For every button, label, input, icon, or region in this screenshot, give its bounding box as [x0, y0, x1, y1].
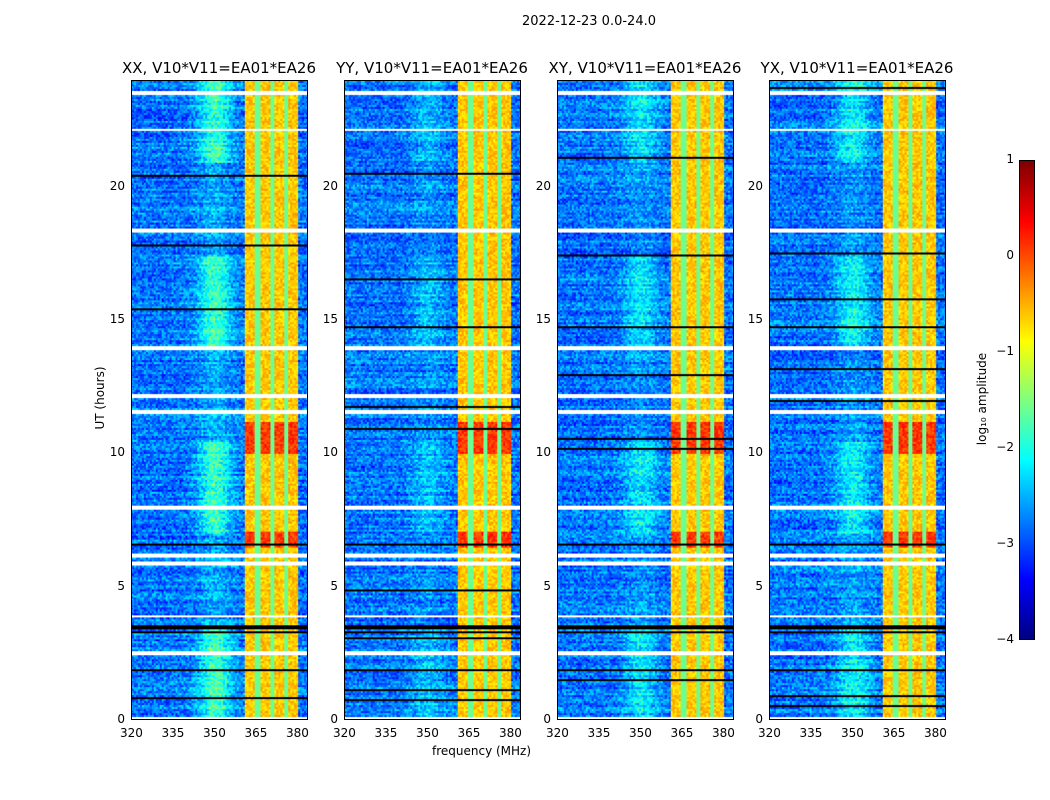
figure-title: 2022-12-23 0.0-24.0: [522, 14, 656, 29]
y-tick-label: 10: [535, 445, 551, 460]
colorbar-tick-label: −3: [996, 536, 1014, 550]
x-tick-label: 365: [244, 726, 268, 740]
y-tick-label: 5: [755, 578, 763, 593]
panel-title: YY, V10*V11=EA01*EA26: [336, 59, 528, 77]
x-tick-label: 365: [457, 726, 481, 740]
x-tick-label: 380: [498, 726, 522, 740]
x-tick-label: 380: [285, 726, 309, 740]
y-tick-label: 15: [747, 312, 763, 326]
colorbar-tick-label: 0: [1006, 248, 1014, 262]
heatmap-cells: [132, 81, 307, 719]
panel-title: XX, V10*V11=EA01*EA26: [121, 59, 316, 77]
x-tick-label: 320: [546, 726, 569, 740]
x-tick-label: 335: [799, 726, 823, 740]
x-tick-label: 380: [923, 726, 947, 740]
heatmap-panel-3: [769, 80, 946, 720]
y-tick-label: 15: [535, 312, 551, 326]
x-tick-label: 320: [758, 726, 781, 740]
x-tick-label: 365: [882, 726, 906, 740]
x-tick-label: 350: [840, 726, 864, 740]
colorbar-tick-label: −2: [996, 440, 1014, 454]
y-tick-label: 20: [535, 178, 551, 193]
x-tick-label: 335: [161, 726, 185, 740]
x-tick-label: 380: [711, 726, 735, 740]
x-tick-label: 350: [628, 726, 652, 740]
heatmap-panel-0: [131, 80, 308, 720]
y-axis-label: UT (hours): [93, 366, 107, 430]
y-tick-label: 0: [117, 712, 125, 726]
y-tick-label: 10: [322, 445, 338, 460]
y-tick-label: 5: [330, 578, 338, 593]
x-tick-label: 350: [415, 726, 439, 740]
y-tick-label: 5: [543, 578, 551, 593]
heatmap-panel-1: [344, 80, 521, 720]
y-tick-label: 20: [109, 178, 125, 193]
y-tick-label: 15: [109, 312, 125, 326]
heatmap-cells: [345, 81, 520, 719]
panel-title: YX, V10*V11=EA01*EA26: [760, 59, 954, 77]
y-tick-label: 10: [109, 445, 125, 460]
colorbar-tick-label: −1: [996, 344, 1014, 358]
colorbar: [1019, 160, 1035, 640]
heatmap-panel-2: [557, 80, 734, 720]
x-tick-label: 365: [670, 726, 694, 740]
x-tick-label: 350: [202, 726, 226, 740]
y-tick-label: 20: [322, 178, 338, 193]
y-tick-label: 15: [322, 312, 338, 326]
heatmap-cells: [770, 81, 945, 719]
x-axis-label: frequency (MHz): [432, 744, 532, 758]
colorbar-tick-label: 1: [1006, 152, 1014, 166]
y-tick-label: 20: [747, 178, 763, 193]
x-tick-label: 320: [120, 726, 143, 740]
y-tick-label: 0: [543, 712, 551, 726]
y-tick-label: 10: [747, 445, 763, 460]
y-tick-label: 0: [755, 712, 763, 726]
y-tick-label: 0: [330, 712, 338, 726]
y-tick-label: 5: [117, 578, 125, 593]
colorbar-label: log₁₀ amplitude: [975, 352, 989, 446]
panel-title: XY, V10*V11=EA01*EA26: [548, 59, 742, 77]
heatmap-cells: [558, 81, 733, 719]
colorbar-tick-label: −4: [996, 632, 1014, 646]
x-tick-label: 335: [587, 726, 611, 740]
x-tick-label: 335: [374, 726, 398, 740]
x-tick-label: 320: [333, 726, 356, 740]
